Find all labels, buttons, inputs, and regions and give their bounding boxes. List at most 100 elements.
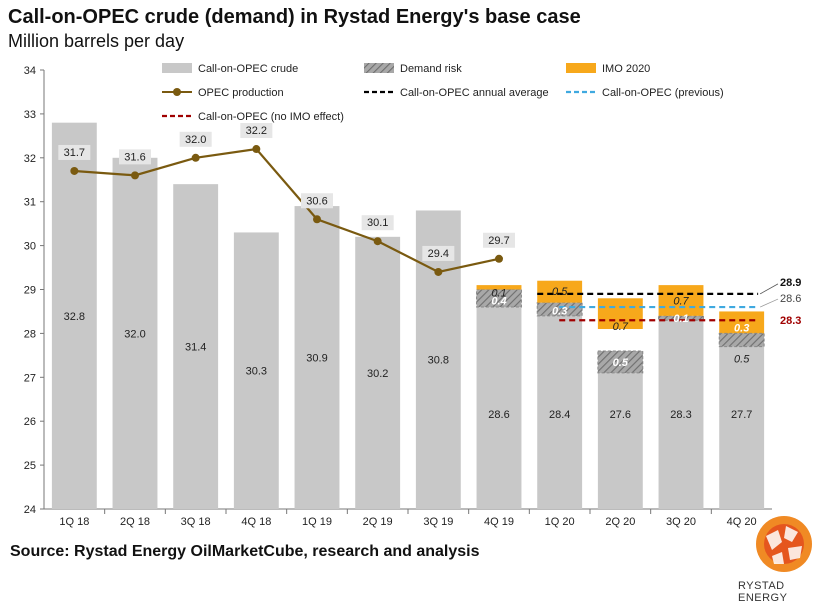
call-on-opec-bar — [719, 346, 765, 509]
legend-swatch — [162, 63, 192, 73]
call-on-opec-bar — [355, 236, 401, 509]
opec-production-point — [252, 145, 261, 154]
imo-2020-segment — [537, 280, 583, 303]
x-tick-label: 4Q 20 — [727, 516, 757, 528]
source-note: Source: Rystad Energy OilMarketCube, res… — [10, 543, 480, 560]
call-on-opec-bar — [294, 206, 340, 509]
legend-label: Call-on-OPEC (previous) — [602, 87, 724, 99]
overlays-layer — [70, 145, 779, 374]
x-tick-label: 4Q 19 — [484, 516, 514, 528]
annual-average-label: 28.9 — [780, 277, 801, 289]
legend-swatch — [364, 63, 394, 73]
legend-label: Demand risk — [400, 63, 462, 75]
chart-svg: 24 25 26 27 28 29 30 31 32 33 34 1Q 18 2Q 18 3Q 18 4Q … — [24, 63, 801, 528]
opec-production-label-box — [58, 144, 91, 160]
imo-2020-value-label: 0.7 — [673, 295, 689, 307]
imo-2020-value-label: 0.1 — [491, 288, 506, 300]
call-on-opec-value-label: 27.7 — [731, 409, 752, 421]
opec-production-label: 32.0 — [185, 134, 206, 146]
opec-production-label-box — [483, 232, 515, 248]
x-tick-label: 3Q 20 — [666, 516, 696, 528]
call-on-opec-value-label: 30.8 — [428, 355, 449, 367]
opec-production-point — [495, 254, 503, 263]
legend-label: Call-on-OPEC annual average — [400, 87, 549, 99]
opec-production-point — [313, 215, 321, 224]
call-on-opec-bar — [112, 157, 158, 510]
extra-value-label: 0.5 — [734, 353, 750, 365]
opec-production-label: 30.1 — [367, 217, 388, 229]
legend-label: Call-on-OPEC (no IMO effect) — [198, 111, 344, 123]
opec-production-point — [434, 267, 443, 276]
imo-2020-segment — [719, 311, 765, 334]
y-tick-label: 29 — [24, 285, 36, 297]
opec-production-label: 29.7 — [488, 235, 509, 247]
y-tick-label: 28 — [24, 328, 36, 340]
legend: Call-on-OPEC crude Demand risk IMO 2020 OPE… — [162, 63, 724, 123]
previous-label: 28.6 — [780, 293, 801, 305]
call-on-opec-bar — [597, 350, 643, 509]
call-on-opec-bar — [233, 232, 279, 509]
legend-label: OPEC production — [198, 87, 284, 99]
call-on-opec-value-label: 28.6 — [488, 409, 509, 421]
imo-2020-segment — [597, 298, 643, 330]
y-tick-label: 32 — [24, 153, 36, 165]
legend-label: Call-on-OPEC crude — [198, 63, 298, 75]
y-tick-label: 27 — [24, 372, 36, 384]
call-on-opec-value-label: 32.0 — [124, 328, 145, 340]
x-tick-label: 2Q 20 — [605, 516, 635, 528]
labels-layer: 28.9 28.6 28.3 31.7 31.6 32.0 32.2 30.6 30.1 29.4… — [58, 123, 801, 421]
opec-production-line — [74, 147, 500, 274]
imo-2020-value-label: 0.7 — [613, 321, 629, 333]
y-tick-label: 30 — [24, 241, 36, 253]
bars-layer — [51, 122, 765, 510]
call-on-opec-value-label: 31.4 — [185, 342, 206, 354]
brand-name: RYSTAD ENERGY — [738, 580, 788, 604]
opec-production-label-box — [179, 131, 212, 147]
chart-title: Call-on-OPEC crude (demand) in Rystad En… — [8, 6, 581, 28]
x-tick-label: 2Q 18 — [120, 516, 150, 528]
opec-production-label-box — [301, 193, 333, 209]
demand-risk-segment — [597, 350, 644, 374]
call-on-opec-value-label: 30.2 — [367, 368, 388, 380]
demand-risk-value-label: 0.5 — [613, 357, 629, 369]
call-on-opec-value-label: 30.3 — [246, 366, 267, 378]
call-on-opec-value-label: 27.6 — [610, 409, 631, 421]
opec-production-label-box — [119, 149, 151, 165]
opec-production-point — [191, 153, 200, 162]
y-tick-label: 26 — [24, 416, 36, 428]
opec-production-label-box — [361, 215, 394, 231]
x-tick-label: 1Q 18 — [59, 516, 89, 528]
no-imo-label: 28.3 — [780, 315, 801, 327]
demand-risk-value-label: 0.3 — [734, 322, 749, 334]
x-tick-label: 1Q 19 — [302, 516, 332, 528]
rystad-logo-icon — [756, 516, 812, 572]
call-on-opec-bar — [537, 315, 583, 509]
x-tick-label: 2Q 19 — [363, 516, 393, 528]
y-tick-label: 31 — [24, 197, 36, 209]
call-on-opec-value-label: 30.9 — [306, 353, 327, 365]
opec-production-point — [131, 171, 139, 180]
opec-production-label: 29.4 — [428, 248, 449, 260]
y-tick-label: 34 — [24, 65, 36, 77]
call-on-opec-bar — [658, 320, 704, 509]
opec-production-point — [373, 237, 382, 246]
opec-production-label: 30.6 — [306, 195, 327, 207]
opec-production-label-box — [422, 245, 455, 261]
call-on-opec-value-label: 28.3 — [670, 409, 691, 421]
x-tick-label: 3Q 19 — [423, 516, 453, 528]
imo-2020-segment — [658, 285, 704, 316]
axes: 24 25 26 27 28 29 30 31 32 33 34 1Q 18 2Q 18 3Q 18 4Q … — [24, 65, 772, 528]
opec-production-label: 31.7 — [64, 147, 85, 159]
x-tick-label: 4Q 18 — [241, 516, 271, 528]
opec-production-label: 31.6 — [124, 151, 145, 163]
call-on-opec-bar — [173, 184, 219, 509]
opec-production-point — [70, 166, 79, 175]
imo-2020-segment — [476, 285, 522, 290]
call-on-opec-bar — [476, 307, 522, 509]
opec-production-label-box — [240, 123, 273, 139]
legend-label: IMO 2020 — [602, 63, 650, 75]
demand-risk-value-label: 0.1 — [673, 313, 688, 325]
chart-subtitle: Million barrels per day — [8, 31, 185, 51]
demand-risk-value-label: 0.4 — [491, 295, 506, 307]
call-on-opec-value-label: 32.8 — [64, 311, 85, 323]
